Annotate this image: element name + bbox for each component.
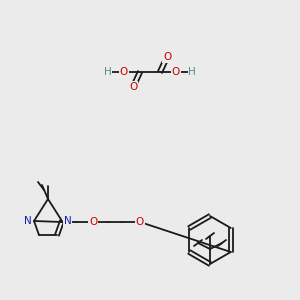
Text: H: H	[188, 67, 196, 77]
Text: O: O	[163, 52, 171, 62]
Text: H: H	[104, 67, 112, 77]
Text: N: N	[24, 216, 32, 226]
Text: O: O	[120, 67, 128, 77]
Text: N: N	[64, 216, 72, 226]
Text: O: O	[129, 82, 137, 92]
Text: methyl: methyl	[48, 182, 53, 183]
Text: O: O	[172, 67, 180, 77]
Text: O: O	[89, 217, 97, 227]
Text: O: O	[136, 217, 144, 227]
